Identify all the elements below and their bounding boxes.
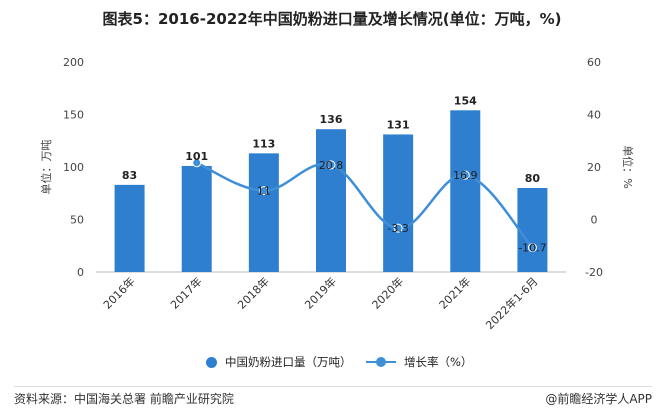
line-point	[326, 160, 336, 170]
x-tick-label: 2016年	[100, 274, 137, 311]
legend-line-swatch	[366, 356, 396, 368]
x-tick-label: 2020年	[369, 274, 406, 311]
bar-value-label: 83	[122, 169, 137, 182]
brand-credit: @前瞻经济学人APP	[545, 392, 652, 406]
bar	[450, 110, 481, 272]
bar-value-label: 154	[454, 94, 477, 107]
line-point	[460, 170, 470, 180]
bar-value-label: 131	[387, 118, 410, 131]
bar-value-label: 80	[525, 172, 541, 185]
line-value-label: -3.3	[387, 222, 408, 235]
line-value-label: 20.8	[319, 159, 344, 172]
y-right-tick-label: -20	[585, 266, 603, 279]
line-value-label: 11	[257, 185, 271, 198]
legend-item-growth: 增长率（%）	[366, 354, 472, 370]
bar	[114, 184, 145, 272]
x-tick-label: 2022年1-6月	[483, 274, 541, 332]
line-point	[192, 158, 202, 168]
bar-value-label: 101	[185, 150, 208, 163]
source-note: 资料来源：中国海关总署 前瞻产业研究院	[14, 392, 234, 406]
bar	[517, 188, 548, 272]
y-right-tick-label: 40	[587, 109, 601, 122]
y-right-axis-title: 单位：%	[621, 145, 635, 188]
line-series	[192, 158, 537, 253]
footer: 资料来源：中国海关总署 前瞻产业研究院 @前瞻经济学人APP	[14, 386, 652, 410]
bar-series	[114, 110, 548, 272]
legend-bar-swatch	[206, 356, 217, 368]
bar	[181, 165, 212, 272]
chart-legend: 中国奶粉进口量（万吨） 增长率（%）	[0, 352, 664, 372]
line-value-label: -10.7	[518, 242, 546, 255]
y-right-tick-label: 20	[587, 161, 601, 174]
legend-label-growth: 增长率（%）	[404, 355, 473, 369]
y-right-tick-label: 0	[591, 214, 598, 227]
line-point	[259, 186, 269, 196]
y-left-tick-label: 0	[77, 266, 84, 279]
legend-label-imports: 中国奶粉进口量（万吨）	[225, 355, 352, 369]
y-left-tick-label: 200	[63, 56, 84, 69]
bar	[248, 153, 279, 272]
line-point	[393, 223, 403, 233]
y-left-axis-title: 单位：万吨	[39, 140, 53, 195]
data-labels: 83 101 113 136 131 154 80 11 20.8 -3.3 16.9 -10.7	[122, 94, 547, 254]
bar-value-label: 136	[320, 113, 343, 126]
y-right-tick-label: 60	[587, 56, 601, 69]
x-tick-label: 2017年	[167, 274, 204, 311]
legend-item-imports: 中国奶粉进口量（万吨）	[206, 354, 352, 370]
line-point	[527, 243, 537, 253]
footer-divider	[14, 386, 652, 387]
bar-value-label: 113	[252, 137, 275, 150]
bar	[383, 134, 414, 272]
bar	[316, 129, 346, 272]
x-tick-label: 2018年	[235, 274, 272, 311]
x-tick-label: 2021年	[436, 274, 473, 311]
line-value-label: 16.9	[453, 169, 478, 182]
y-left-tick-label: 50	[70, 214, 84, 227]
y-left-tick-label: 150	[63, 109, 84, 122]
chart-title: 图表5：2016-2022年中国奶粉进口量及增长情况(单位：万吨，%)	[102, 10, 562, 28]
x-tick-label: 2019年	[302, 274, 339, 311]
y-left-tick-label: 100	[63, 161, 84, 174]
growth-line	[196, 161, 534, 249]
